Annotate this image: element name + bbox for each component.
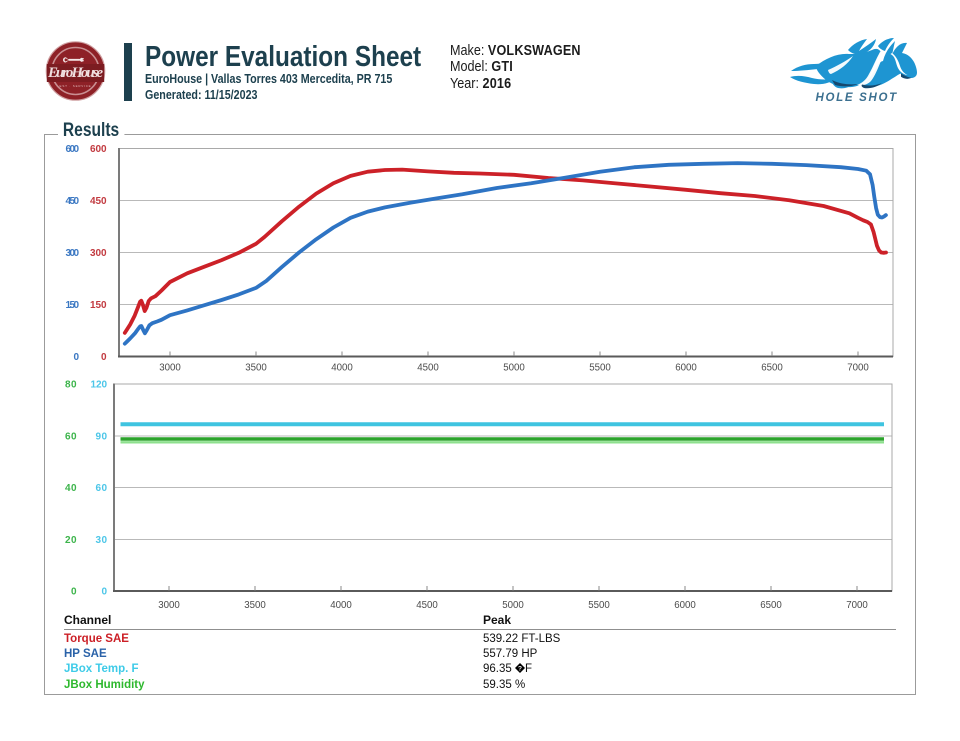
svg-text:7000: 7000 bbox=[846, 600, 868, 611]
svg-text:80: 80 bbox=[65, 380, 77, 391]
svg-text:3000: 3000 bbox=[159, 363, 181, 374]
svg-text:30: 30 bbox=[96, 535, 108, 546]
svg-text:450: 450 bbox=[66, 196, 80, 207]
svg-text:120: 120 bbox=[91, 380, 108, 391]
svg-text:300: 300 bbox=[90, 248, 107, 259]
svg-text:6000: 6000 bbox=[674, 600, 696, 611]
svg-text:0: 0 bbox=[101, 587, 107, 598]
svg-text:40: 40 bbox=[65, 483, 77, 494]
svg-text:4000: 4000 bbox=[331, 363, 353, 374]
svg-text:5000: 5000 bbox=[503, 363, 525, 374]
svg-text:300: 300 bbox=[66, 248, 80, 259]
svg-text:90: 90 bbox=[96, 431, 108, 442]
svg-text:20: 20 bbox=[65, 535, 77, 546]
svg-text:EST · SERVICE: EST · SERVICE bbox=[60, 84, 92, 88]
svg-text:60: 60 bbox=[65, 431, 77, 442]
svg-text:150: 150 bbox=[90, 300, 107, 311]
svg-text:5000: 5000 bbox=[502, 600, 524, 611]
svg-text:3500: 3500 bbox=[244, 600, 266, 611]
svg-text:?: ? bbox=[518, 666, 522, 673]
svg-text:5500: 5500 bbox=[589, 363, 611, 374]
svg-text:5500: 5500 bbox=[588, 600, 610, 611]
svg-text:4500: 4500 bbox=[417, 363, 439, 374]
svg-text:4000: 4000 bbox=[330, 600, 352, 611]
svg-text:0: 0 bbox=[71, 587, 77, 598]
svg-text:6500: 6500 bbox=[761, 363, 783, 374]
svg-text:450: 450 bbox=[90, 196, 107, 207]
svg-text:3500: 3500 bbox=[245, 363, 267, 374]
svg-text:60: 60 bbox=[96, 483, 108, 494]
svg-text:6500: 6500 bbox=[760, 600, 782, 611]
svg-text:0: 0 bbox=[73, 352, 79, 363]
svg-text:600: 600 bbox=[66, 144, 80, 155]
svg-text:600: 600 bbox=[90, 144, 107, 155]
svg-text:EuroHouse: EuroHouse bbox=[47, 65, 103, 81]
svg-text:3000: 3000 bbox=[158, 600, 180, 611]
svg-text:6000: 6000 bbox=[675, 363, 697, 374]
svg-text:4500: 4500 bbox=[416, 600, 438, 611]
svg-text:150: 150 bbox=[66, 300, 80, 311]
svg-text:0: 0 bbox=[101, 352, 107, 363]
svg-text:7000: 7000 bbox=[847, 363, 869, 374]
svg-text:HOLE SHOT: HOLE SHOT bbox=[816, 92, 898, 104]
